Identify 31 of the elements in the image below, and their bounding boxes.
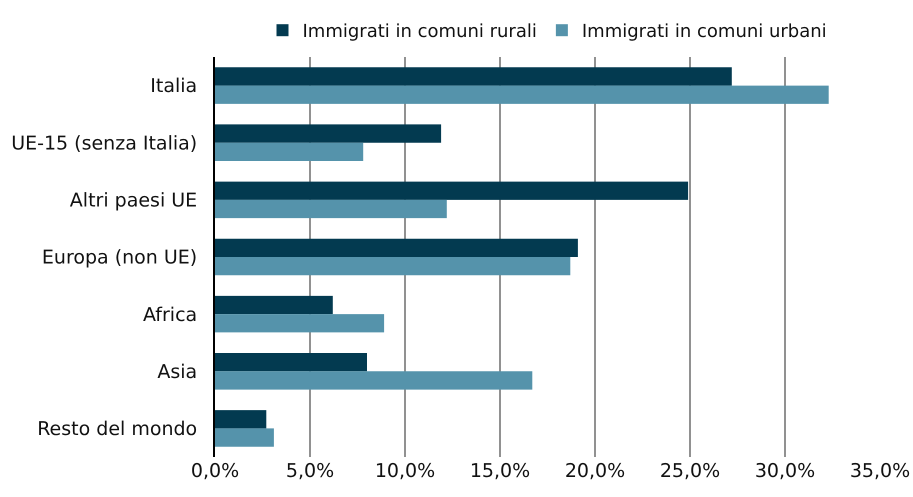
bar <box>215 314 384 332</box>
bar <box>215 238 578 257</box>
bar <box>215 296 333 314</box>
bar <box>215 142 364 161</box>
x-tick-label: 0,0% <box>190 460 240 482</box>
bar <box>215 428 274 447</box>
x-tick-label: 10,0% <box>374 460 436 482</box>
bar <box>215 353 367 372</box>
bar <box>215 86 829 104</box>
y-tick-label: Italia <box>150 75 198 98</box>
y-tick-label: Altri paesi UE <box>70 190 198 212</box>
y-tick-label: Resto del mondo <box>37 418 198 440</box>
x-tick-label: 20,0% <box>564 460 626 482</box>
y-tick-label: Asia <box>157 360 198 383</box>
legend-label: Immigrati in comuni urbani <box>582 21 827 42</box>
x-tick-label: 35,0% <box>850 460 910 482</box>
bar <box>215 200 447 218</box>
x-tick-label: 15,0% <box>470 460 530 482</box>
bar <box>215 124 442 143</box>
x-tick-label: 5,0% <box>286 460 334 482</box>
bar <box>215 182 688 200</box>
x-tick-label: 30,0% <box>754 460 816 482</box>
bar <box>215 67 732 86</box>
bar <box>215 257 570 276</box>
bar <box>215 410 266 428</box>
x-tick-label: 25,0% <box>660 460 720 482</box>
y-tick-label: Africa <box>142 304 198 326</box>
y-tick-label: UE-15 (senza Italia) <box>11 132 198 154</box>
y-tick-label: Europa (non UE) <box>42 246 198 269</box>
bar <box>215 371 532 390</box>
legend-label: Immigrati in comuni rurali <box>302 21 537 42</box>
